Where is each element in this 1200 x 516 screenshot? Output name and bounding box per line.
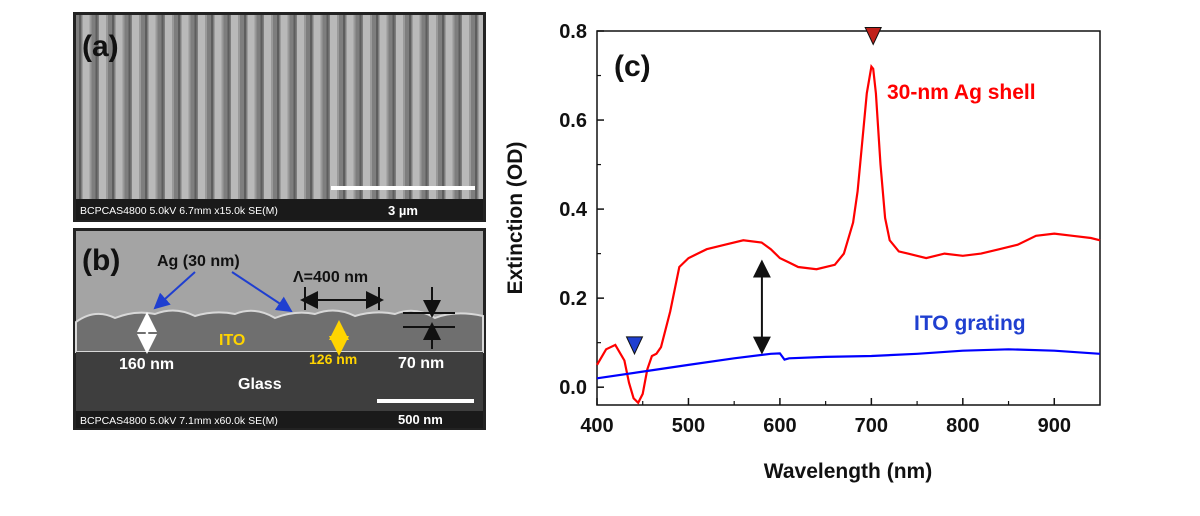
panel-a: BCPCAS4800 5.0kV 6.7mm x15.0k SE(M) 3 µm… [73, 12, 486, 222]
x-tick-label: 400 [580, 415, 613, 437]
panel-b-banner-text: BCPCAS4800 5.0kV 7.1mm x60.0k SE(M) [80, 415, 278, 427]
panel-b-label-70nm: 70 nm [398, 355, 444, 372]
y-tick-label: 0.8 [559, 21, 587, 43]
x-tick-label: 800 [946, 415, 979, 437]
y-tick-label: 0.0 [559, 377, 587, 399]
series-label-ag-shell: 30-nm Ag shell [887, 81, 1036, 104]
x-tick-label: 700 [855, 415, 888, 437]
x-tick-label: 900 [1038, 415, 1071, 437]
panel-b-ag-arrow-right [231, 271, 293, 313]
panel-b-ag-arrow-left [153, 271, 196, 310]
x-axis-title: Wavelength (nm) [764, 460, 932, 483]
panel-b-label-126nm: 126 nm [309, 351, 357, 367]
panel-c-chart: (c) 0.0 0.2 0.4 0.6 0.8 400 500 600 700 800 900 E… [504, 21, 1101, 483]
panel-b-label-ito: ITO [219, 332, 245, 349]
y-tick-label: 0.6 [559, 110, 587, 132]
series-line-ag-shell [596, 64, 1101, 405]
x-tick-label: 600 [763, 415, 796, 437]
panel-b-letter: (b) [82, 244, 120, 277]
panel-b-label-160nm: 160 nm [119, 356, 174, 373]
panel-a-sem-image [76, 15, 483, 199]
panel-b-label-ag: Ag (30 nm) [157, 253, 240, 270]
dip-marker-blue [625, 336, 644, 356]
y-tick-label: 0.4 [559, 199, 588, 221]
panel-a-banner [76, 199, 483, 220]
series-line-ito-grating [596, 348, 1101, 380]
y-axis-title: Extinction (OD) [504, 142, 527, 295]
panel-b-label-glass: Glass [238, 376, 282, 393]
x-axis: 400 500 600 700 800 900 [580, 398, 1071, 437]
panel-b-label-period: Λ=400 nm [293, 269, 368, 286]
plot-frame [596, 30, 1101, 406]
panel-a-letter: (a) [82, 30, 119, 63]
panel-b: BCPCAS4800 5.0kV 7.1mm x60.0k SE(M) 500 … [73, 228, 486, 430]
peak-marker-red [864, 26, 882, 46]
x-tick-label: 500 [672, 415, 705, 437]
y-tick-label: 0.2 [559, 288, 587, 310]
panel-b-background [76, 231, 483, 321]
panel-a-banner-text: BCPCAS4800 5.0kV 6.7mm x15.0k SE(M) [80, 205, 278, 217]
y-axis: 0.0 0.2 0.4 0.6 0.8 [559, 21, 604, 399]
panel-c-letter: (c) [614, 50, 651, 83]
panel-a-scale-label: 3 µm [388, 203, 418, 218]
panel-b-ito-grating [75, 309, 484, 353]
series-label-ito-grating: ITO grating [914, 312, 1026, 335]
panel-b-banner [76, 411, 483, 428]
panel-b-scale-label: 500 nm [398, 412, 443, 427]
